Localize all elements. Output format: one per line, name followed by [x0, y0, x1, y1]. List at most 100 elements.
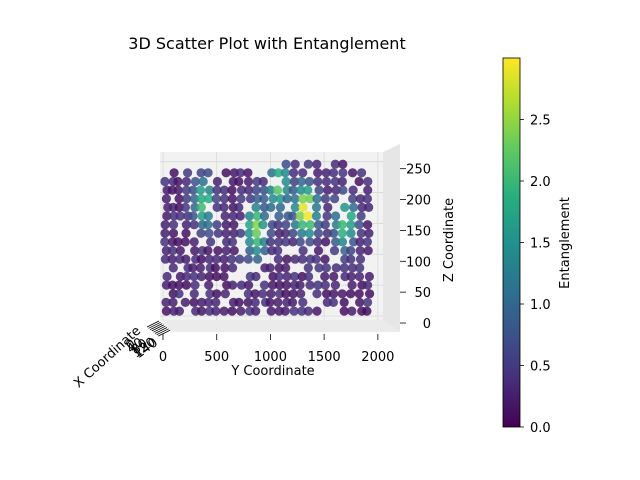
data-point	[219, 271, 229, 282]
data-point	[322, 289, 332, 299]
data-point	[212, 289, 222, 299]
data-point	[296, 176, 306, 187]
data-point	[363, 185, 373, 195]
data-point	[221, 228, 231, 238]
x-tick-mark	[150, 323, 163, 330]
data-point	[219, 306, 229, 316]
data-point	[313, 228, 323, 238]
data-point	[312, 194, 322, 204]
data-point	[196, 254, 206, 264]
data-point	[357, 202, 367, 212]
data-point	[273, 168, 283, 178]
data-point	[281, 280, 292, 290]
data-point	[364, 228, 374, 238]
data-point	[235, 211, 245, 221]
data-point	[298, 246, 308, 256]
data-point	[323, 185, 333, 195]
data-point	[181, 271, 192, 282]
data-point	[169, 168, 179, 178]
data-point	[329, 246, 340, 256]
data-point	[304, 176, 314, 187]
data-point	[212, 202, 222, 212]
data-point	[297, 306, 307, 316]
data-point	[189, 289, 199, 299]
data-point	[289, 176, 299, 187]
data-point	[280, 306, 290, 316]
data-point	[197, 306, 207, 316]
data-point	[189, 297, 199, 307]
data-point	[188, 263, 198, 273]
data-point	[198, 176, 208, 187]
floor-pane	[160, 320, 400, 332]
data-point	[190, 280, 200, 290]
data-point	[212, 176, 222, 187]
data-point	[236, 194, 246, 204]
data-point	[267, 168, 277, 178]
data-point	[304, 228, 314, 238]
data-point	[356, 228, 366, 238]
data-point	[259, 211, 270, 221]
data-point	[226, 254, 237, 264]
data-point	[288, 237, 298, 247]
data-point	[227, 185, 237, 195]
data-point	[268, 194, 278, 204]
data-point	[259, 194, 269, 204]
data-point	[168, 220, 179, 230]
data-point	[213, 228, 223, 238]
data-point	[363, 176, 373, 187]
data-point	[167, 246, 178, 256]
data-point	[235, 254, 245, 264]
data-point	[282, 194, 292, 204]
data-point	[275, 202, 285, 212]
z-axis-label: Z Coordinate	[442, 198, 457, 282]
data-point	[205, 289, 215, 299]
data-point	[273, 254, 283, 264]
data-point	[289, 168, 299, 178]
data-point	[189, 220, 199, 230]
data-point	[204, 228, 214, 238]
data-point	[362, 237, 372, 247]
data-point	[219, 185, 229, 195]
data-point	[320, 254, 330, 264]
data-point	[234, 297, 244, 307]
data-point	[321, 237, 331, 247]
data-point	[190, 176, 200, 187]
colorbar-tick-label: 2.0	[530, 175, 551, 190]
data-point	[266, 202, 276, 212]
data-point	[251, 202, 261, 212]
data-point	[196, 194, 206, 204]
data-point	[289, 306, 299, 316]
data-point	[266, 306, 276, 316]
data-point	[338, 185, 348, 195]
data-point	[320, 220, 330, 230]
data-point	[347, 306, 357, 316]
data-point	[245, 246, 255, 256]
y-tick-label: 500	[204, 350, 229, 365]
data-point	[281, 220, 291, 230]
data-point	[330, 194, 340, 204]
data-point	[174, 289, 184, 299]
data-point	[212, 220, 222, 230]
data-point	[347, 280, 357, 290]
data-points	[160, 159, 375, 316]
data-point	[349, 202, 359, 212]
data-point	[287, 297, 298, 307]
data-point	[161, 297, 171, 307]
data-point	[303, 185, 313, 195]
data-point	[259, 202, 269, 212]
data-point	[175, 211, 185, 221]
data-point	[274, 237, 284, 247]
data-point	[206, 237, 216, 247]
data-point	[203, 297, 214, 307]
data-point	[265, 185, 276, 195]
data-point	[243, 297, 253, 307]
data-point	[203, 168, 213, 178]
data-point	[227, 194, 237, 204]
data-point	[168, 263, 178, 273]
data-point	[228, 211, 238, 221]
data-point	[295, 237, 305, 247]
data-point	[311, 211, 321, 221]
data-point	[189, 194, 200, 204]
data-point	[356, 211, 366, 221]
